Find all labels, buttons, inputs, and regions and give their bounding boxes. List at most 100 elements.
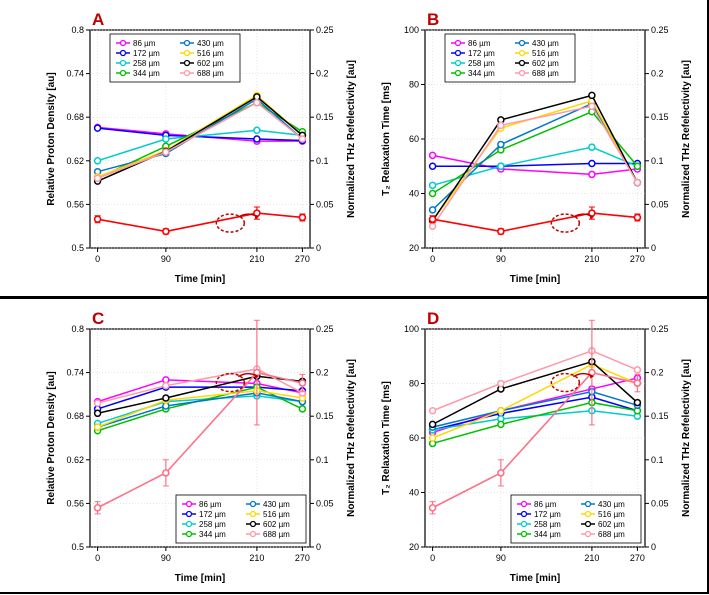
plot-C: 0.50.560.620.680.740.800.050.10.150.20.2…	[40, 307, 360, 587]
svg-text:0: 0	[95, 254, 100, 264]
svg-text:86 µm: 86 µm	[199, 500, 222, 509]
svg-text:90: 90	[496, 553, 506, 563]
svg-text:0.1: 0.1	[316, 455, 329, 465]
svg-text:Time [min]: Time [min]	[510, 274, 560, 285]
svg-text:516 µm: 516 µm	[263, 510, 290, 519]
svg-text:T₂ Relaxation Time [ms]: T₂ Relaxation Time [ms]	[381, 82, 392, 196]
svg-text:0: 0	[316, 243, 321, 253]
svg-text:Time [min]: Time [min]	[175, 573, 225, 584]
svg-text:602 µm: 602 µm	[598, 520, 625, 529]
plot-A: 0.5 0.56 0.62 0.68 0.74 0.8 0 0.05 0.1 0.15 0.2 0.2…	[40, 8, 360, 288]
svg-text:270: 270	[630, 254, 645, 264]
svg-text:430 µm: 430 µm	[197, 39, 224, 48]
svg-text:0.8: 0.8	[71, 324, 84, 334]
svg-text:516 µm: 516 µm	[532, 49, 559, 58]
svg-text:688 µm: 688 µm	[532, 69, 559, 78]
svg-text:0.2: 0.2	[316, 69, 329, 79]
svg-text:20: 20	[409, 542, 419, 552]
svg-text:100: 100	[404, 324, 419, 334]
svg-text:40: 40	[409, 189, 419, 199]
svg-text:0.05: 0.05	[651, 199, 669, 209]
panel-C: C 0.50.560.620.680.740.800.050.10.150.20…	[40, 307, 360, 587]
svg-text:0.2: 0.2	[651, 69, 664, 79]
panel-letter-C: C	[92, 309, 104, 329]
svg-text:258 µm: 258 µm	[468, 59, 495, 68]
svg-text:Normalized THz Refelectivity [: Normalized THz Refelectivity [au]	[346, 359, 357, 517]
svg-text:344 µm: 344 µm	[199, 530, 226, 539]
svg-text:344 µm: 344 µm	[468, 69, 495, 78]
svg-text:60: 60	[409, 134, 419, 144]
svg-text:0.15: 0.15	[651, 411, 669, 421]
svg-text:0.05: 0.05	[651, 498, 669, 508]
svg-text:0.2: 0.2	[316, 368, 329, 378]
svg-text:602 µm: 602 µm	[197, 59, 224, 68]
svg-text:0.56: 0.56	[66, 498, 84, 508]
svg-text:0.68: 0.68	[66, 112, 84, 122]
svg-text:0.8: 0.8	[71, 25, 84, 35]
svg-text:T₂ Relaxation Time [ms]: T₂ Relaxation Time [ms]	[381, 381, 392, 495]
panel-letter-D: D	[427, 309, 439, 329]
svg-text:0.15: 0.15	[651, 112, 669, 122]
svg-text:Time [min]: Time [min]	[175, 274, 225, 285]
svg-text:258 µm: 258 µm	[133, 59, 160, 68]
svg-text:0.1: 0.1	[651, 156, 664, 166]
svg-text:430 µm: 430 µm	[532, 39, 559, 48]
svg-text:430 µm: 430 µm	[598, 500, 625, 509]
svg-text:0.15: 0.15	[316, 112, 334, 122]
svg-text:80: 80	[409, 379, 419, 389]
svg-text:0.25: 0.25	[316, 25, 334, 35]
svg-text:344 µm: 344 µm	[133, 69, 160, 78]
svg-text:0: 0	[95, 553, 100, 563]
svg-text:Normalized THz Refelectivity [: Normalized THz Refelectivity [au]	[346, 60, 357, 218]
svg-text:90: 90	[161, 254, 171, 264]
svg-text:688 µm: 688 µm	[197, 69, 224, 78]
svg-text:172 µm: 172 µm	[199, 510, 226, 519]
svg-text:0: 0	[651, 243, 656, 253]
svg-text:40: 40	[409, 488, 419, 498]
svg-text:86 µm: 86 µm	[534, 500, 557, 509]
svg-text:Normalized THz Refelectivity [: Normalized THz Refelectivity [au]	[681, 359, 692, 517]
svg-text:Relative Proton Density [au]: Relative Proton Density [au]	[46, 371, 57, 504]
svg-text:172 µm: 172 µm	[468, 49, 495, 58]
svg-text:0.74: 0.74	[66, 368, 84, 378]
svg-text:210: 210	[584, 254, 599, 264]
row-full-thickness: FULL THICKNESS A 0.50.560.620.680.740.80…	[0, 0, 707, 296]
svg-text:0.74: 0.74	[66, 69, 84, 79]
svg-text:0.05: 0.05	[316, 199, 334, 209]
plot-B: 2040608010000.050.10.150.20.25090210270T…	[375, 8, 695, 288]
svg-text:602 µm: 602 µm	[263, 520, 290, 529]
svg-text:0.05: 0.05	[316, 498, 334, 508]
svg-text:Time [min]: Time [min]	[510, 573, 560, 584]
svg-text:258 µm: 258 µm	[534, 520, 561, 529]
svg-text:0.1: 0.1	[651, 455, 664, 465]
svg-text:0.15: 0.15	[316, 411, 334, 421]
svg-text:172 µm: 172 µm	[534, 510, 561, 519]
svg-text:20: 20	[409, 243, 419, 253]
svg-text:602 µm: 602 µm	[532, 59, 559, 68]
svg-text:0.68: 0.68	[66, 411, 84, 421]
svg-text:0.62: 0.62	[66, 455, 84, 465]
svg-text:344 µm: 344 µm	[534, 530, 561, 539]
svg-text:0.5: 0.5	[71, 243, 84, 253]
svg-text:0.62: 0.62	[66, 156, 84, 166]
svg-text:688 µm: 688 µm	[263, 530, 290, 539]
svg-text:Relative Proton Density [au]: Relative Proton Density [au]	[46, 72, 57, 205]
svg-text:90: 90	[496, 254, 506, 264]
row-partial-thickness: PARTIAL THICKNESS C 0.50.560.620.680.740…	[0, 296, 707, 595]
plot-D: 2040608010000.050.10.150.20.25090210270T…	[375, 307, 695, 587]
svg-text:516 µm: 516 µm	[598, 510, 625, 519]
svg-text:210: 210	[249, 254, 264, 264]
svg-text:80: 80	[409, 80, 419, 90]
panel-A: A 0.50.560.620.680.740.800.050.10.150.20…	[40, 8, 360, 288]
svg-text:Normalized THz Refelectivity [: Normalized THz Refelectivity [au]	[681, 60, 692, 218]
svg-text:0: 0	[430, 553, 435, 563]
svg-text:0.1: 0.1	[316, 156, 329, 166]
svg-text:60: 60	[409, 433, 419, 443]
svg-text:0.56: 0.56	[66, 199, 84, 209]
svg-text:210: 210	[249, 553, 264, 563]
svg-text:210: 210	[584, 553, 599, 563]
panel-B: B 2040608010000.050.10.150.20.2509021027…	[375, 8, 695, 288]
svg-text:430 µm: 430 µm	[263, 500, 290, 509]
svg-text:0: 0	[430, 254, 435, 264]
svg-text:0: 0	[316, 542, 321, 552]
